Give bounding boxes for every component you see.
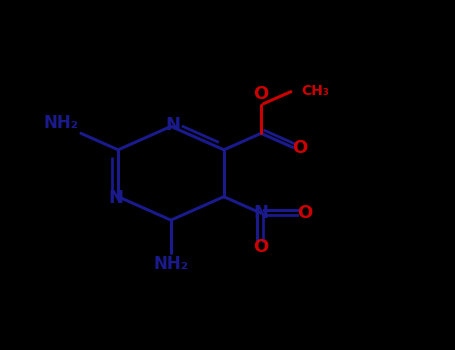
Text: NH₂: NH₂ xyxy=(153,255,188,273)
Text: O: O xyxy=(253,238,268,256)
Text: N: N xyxy=(166,116,181,134)
Text: O: O xyxy=(297,204,313,222)
Text: O: O xyxy=(253,85,268,103)
Text: N: N xyxy=(253,204,268,222)
Text: NH₂: NH₂ xyxy=(44,114,79,132)
Text: CH₃: CH₃ xyxy=(301,84,329,98)
Text: O: O xyxy=(292,139,307,156)
Text: N: N xyxy=(108,189,123,208)
